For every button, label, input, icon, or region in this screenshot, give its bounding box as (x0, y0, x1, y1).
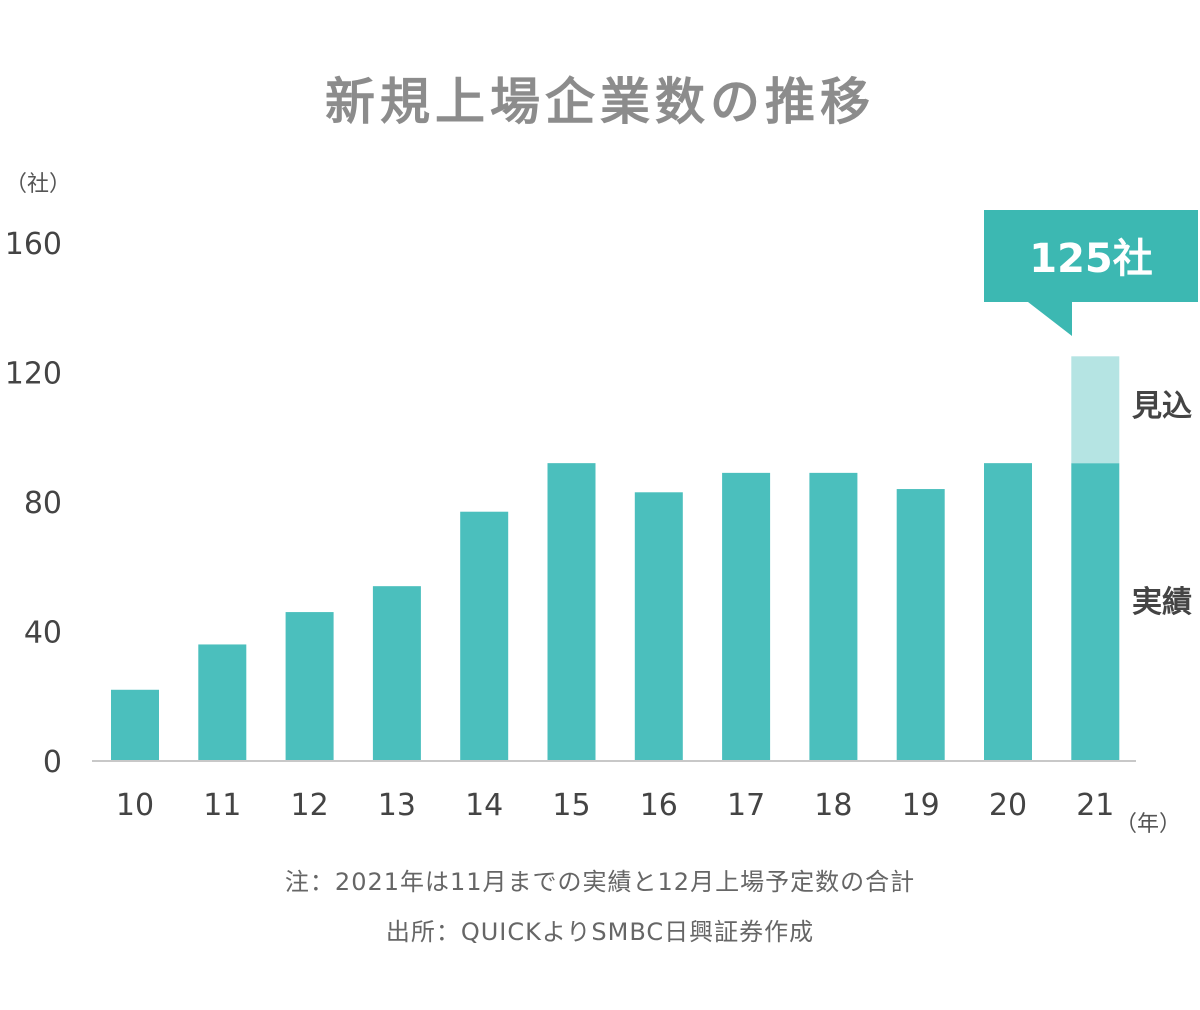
bar-actual-21 (1071, 463, 1120, 761)
x-tick-label: 20 (989, 788, 1027, 823)
footnote: 注：2021年は11月までの実績と12月上場予定数の合計 (284, 868, 916, 896)
bar-actual-20 (984, 463, 1032, 761)
bar-actual-13 (372, 586, 421, 761)
x-tick-label: 18 (814, 788, 852, 823)
bars-group (111, 356, 1120, 761)
bar-forecast-21 (1071, 356, 1120, 464)
bar-actual-14 (460, 511, 509, 761)
y-axis-unit: （社） (5, 172, 71, 197)
x-tick-label: 12 (291, 788, 329, 823)
x-tick-label: 11 (203, 788, 241, 823)
y-tick-label: 80 (24, 486, 62, 521)
x-tick-label: 13 (378, 788, 416, 823)
y-tick-label: 160 (5, 227, 62, 262)
x-tick-label: 15 (552, 788, 590, 823)
bar-actual-12 (285, 612, 334, 761)
y-tick-label: 0 (43, 745, 62, 780)
bar-actual-16 (634, 492, 683, 761)
bar-actual-17 (722, 472, 771, 761)
bar-actual-10 (111, 689, 159, 761)
x-axis-unit: （年） (1115, 812, 1181, 837)
bar-actual-11 (198, 644, 247, 761)
x-tick-label: 17 (727, 788, 765, 823)
legend-actual-label: 実績 (1132, 585, 1192, 620)
value-callout: 125社 (984, 210, 1198, 336)
y-tick-label: 120 (5, 357, 62, 392)
x-tick-label: 16 (640, 788, 678, 823)
bar-actual-18 (809, 472, 858, 761)
y-tick-label: 40 (24, 616, 62, 651)
bar-actual-19 (896, 489, 945, 761)
legend-forecast-label: 見込 (1132, 389, 1192, 424)
x-axis-ticks: 10 11 12 13 14 15 16 17 18 19 20 21 (116, 788, 1114, 823)
y-axis-ticks: 0 40 80 120 160 (5, 227, 62, 780)
x-tick-label: 19 (902, 788, 940, 823)
callout-box (984, 210, 1198, 336)
callout-label: 125社 (1029, 236, 1153, 282)
source-note: 出所：QUICKよりSMBC日興証券作成 (385, 918, 815, 946)
chart-title: 新規上場企業数の推移 (325, 73, 875, 131)
bar-actual-15 (547, 463, 596, 761)
x-tick-label: 21 (1076, 788, 1114, 823)
x-tick-label: 10 (116, 788, 154, 823)
x-tick-label: 14 (465, 788, 503, 823)
